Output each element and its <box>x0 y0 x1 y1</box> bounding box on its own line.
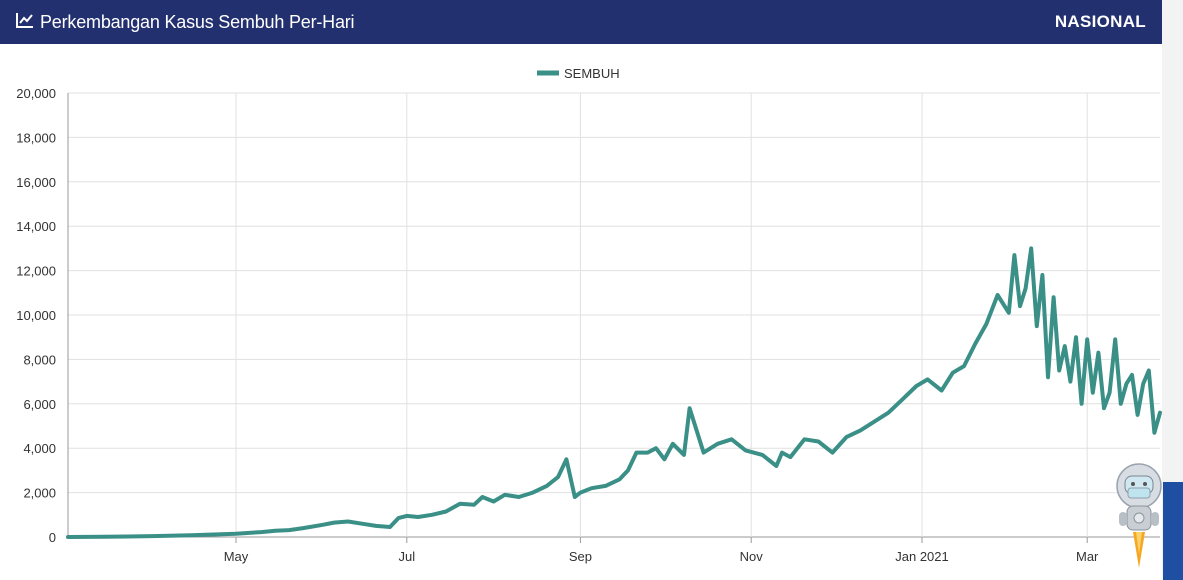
mascot-robot-icon[interactable] <box>1113 458 1165 570</box>
recovery-line-chart: 0 2,000 4,000 6,000 8,000 10,000 12,000 14,000 1… <box>16 66 1162 564</box>
header-title-group: Perkembangan Kasus Sembuh Per-Hari <box>16 11 355 33</box>
legend-label-sembuh: SEMBUH <box>564 66 620 81</box>
x-tick-label: Jan 2021 <box>895 549 949 564</box>
x-tick-label: Nov <box>740 549 764 564</box>
y-tick-label: 4,000 <box>23 441 56 456</box>
chart-legend: SEMBUH <box>537 66 620 81</box>
y-tick-label: 2,000 <box>23 486 56 501</box>
series-line-sembuh[interactable] <box>66 246 1162 539</box>
y-tick-label: 18,000 <box>16 130 56 145</box>
x-tick-label: Mar <box>1076 549 1099 564</box>
x-tick-label: Jul <box>398 549 415 564</box>
y-tick-label: 0 <box>49 530 56 545</box>
y-tick-label: 20,000 <box>16 86 56 101</box>
x-tick-label: May <box>224 549 249 564</box>
x-tick-label: Sep <box>569 549 592 564</box>
y-tick-label: 10,000 <box>16 308 56 323</box>
y-tick-label: 8,000 <box>23 352 56 367</box>
x-axis-labels: May Jul Sep Nov Jan 2021 Mar <box>224 549 1099 564</box>
y-axis-labels: 0 2,000 4,000 6,000 8,000 10,000 12,000 14,000 1… <box>16 86 56 545</box>
scope-label[interactable]: NASIONAL <box>1054 12 1146 31</box>
chart-header: Perkembangan Kasus Sembuh Per-Hari NASIO… <box>0 0 1162 44</box>
series-group <box>66 246 1162 539</box>
y-tick-label: 6,000 <box>23 397 56 412</box>
chart-title: Perkembangan Kasus Sembuh Per-Hari <box>40 11 355 32</box>
y-tick-label: 16,000 <box>16 175 56 190</box>
page-right-edge <box>1162 0 1183 580</box>
line-chart-icon <box>16 12 34 33</box>
y-tick-label: 14,000 <box>16 219 56 234</box>
side-tab[interactable] <box>1163 482 1183 580</box>
y-tick-label: 12,000 <box>16 264 56 279</box>
chart-grid <box>67 92 1160 543</box>
